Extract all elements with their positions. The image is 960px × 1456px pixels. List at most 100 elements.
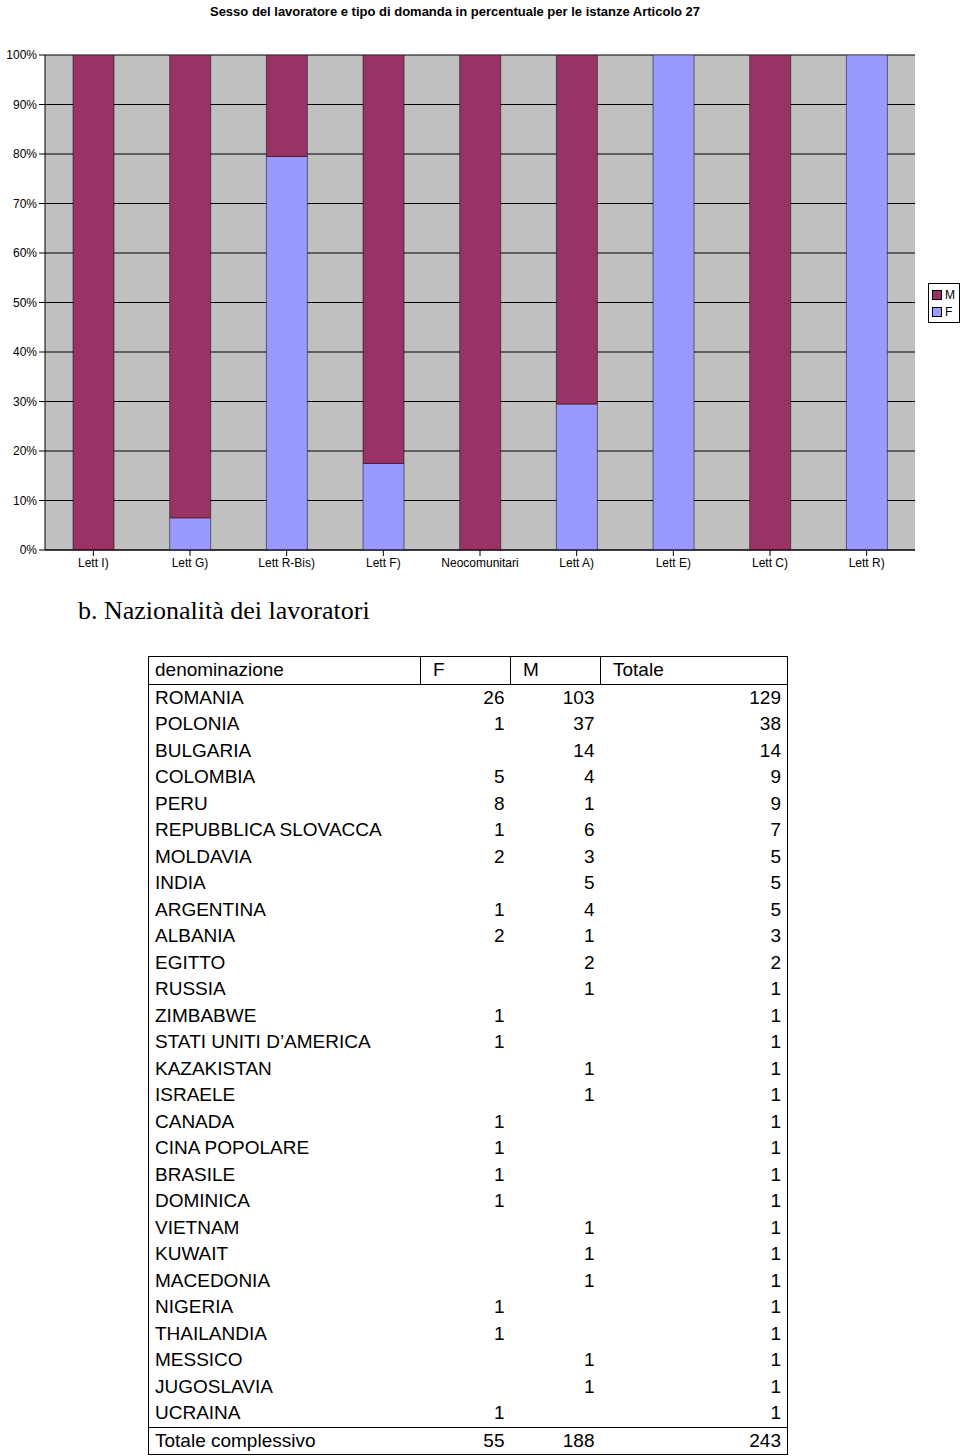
html-text:1: 1 xyxy=(493,898,505,920)
html-text:Totale complessivo: Totale complessivo xyxy=(155,1429,316,1451)
html-text:ISRAELE: ISRAELE xyxy=(155,1084,236,1105)
svg-text:Lett G): Lett G) xyxy=(172,556,209,570)
svg-text:0%: 0% xyxy=(20,543,38,557)
html-text:BRASILE: BRASILE xyxy=(155,1163,236,1185)
html-text:KUWAIT: KUWAIT xyxy=(155,1243,229,1264)
html-text:243: 243 xyxy=(749,1429,781,1451)
html-text:1: 1 xyxy=(583,978,595,999)
html-text:EGITTO: EGITTO xyxy=(155,951,226,973)
html-text:1: 1 xyxy=(493,713,505,734)
html-text:RUSSIA: RUSSIA xyxy=(155,978,226,999)
html-text:2: 2 xyxy=(583,951,595,973)
html-text:1: 1 xyxy=(493,1031,505,1052)
html-text:1: 1 xyxy=(493,1137,505,1158)
html-text:2: 2 xyxy=(493,845,505,867)
html-text:7: 7 xyxy=(770,819,781,840)
svg-text:30%: 30% xyxy=(13,395,37,409)
html-text:CINA POPOLARE: CINA POPOLARE xyxy=(155,1137,310,1158)
html-text:UCRAINA: UCRAINA xyxy=(155,1402,241,1423)
html-text:BULGARIA: BULGARIA xyxy=(155,739,252,761)
svg-text:Lett I): Lett I) xyxy=(78,556,109,570)
html-text:8: 8 xyxy=(493,792,505,814)
html-text:ARGENTINA: ARGENTINA xyxy=(155,898,266,920)
html-text:1: 1 xyxy=(583,1349,595,1370)
svg-text:Lett E): Lett E) xyxy=(656,556,691,570)
html-text:1: 1 xyxy=(583,1375,595,1397)
html-text:9: 9 xyxy=(770,792,781,814)
html-text:4: 4 xyxy=(583,766,595,787)
html-text:1: 1 xyxy=(583,1084,595,1105)
html-text:ZIMBABWE: ZIMBABWE xyxy=(155,1004,257,1026)
html-text:1: 1 xyxy=(583,1269,595,1291)
svg-text:Neocomunitari: Neocomunitari xyxy=(441,556,518,570)
html-text:9: 9 xyxy=(770,766,781,787)
html-text:2: 2 xyxy=(493,925,505,946)
svg-text:80%: 80% xyxy=(13,147,37,161)
html-text:26: 26 xyxy=(483,686,505,708)
html-text:38: 38 xyxy=(759,713,781,734)
svg-text:Lett R-Bis): Lett R-Bis) xyxy=(258,556,315,570)
html-text:14: 14 xyxy=(573,739,595,761)
html-text:1: 1 xyxy=(493,1110,505,1132)
html-text:b. Nazionalità dei lavoratori: b. Nazionalità dei lavoratori xyxy=(78,596,370,625)
html-text:POLONIA: POLONIA xyxy=(155,713,240,734)
html-text:1: 1 xyxy=(583,1216,595,1238)
svg-text:60%: 60% xyxy=(13,246,37,260)
html-text:6: 6 xyxy=(583,819,595,840)
svg-text:40%: 40% xyxy=(13,345,37,359)
html-text:REPUBBLICA SLOVACCA: REPUBBLICA SLOVACCA xyxy=(155,819,382,840)
svg-text:20%: 20% xyxy=(13,444,37,458)
svg-text:50%: 50% xyxy=(13,296,37,310)
svg-text:10%: 10% xyxy=(13,494,37,508)
html-text:MESSICO: MESSICO xyxy=(155,1349,243,1370)
html-text:5: 5 xyxy=(583,872,595,893)
html-text:MOLDAVIA: MOLDAVIA xyxy=(155,845,252,867)
html-text:NIGERIA: NIGERIA xyxy=(155,1296,234,1317)
html-text:129: 129 xyxy=(749,686,781,708)
html-text:KAZAKISTAN: KAZAKISTAN xyxy=(155,1057,272,1079)
html-text:denominazione: denominazione xyxy=(155,659,284,680)
svg-text:90%: 90% xyxy=(13,98,37,112)
html-text:37: 37 xyxy=(573,713,595,734)
html-text:ALBANIA: ALBANIA xyxy=(155,925,236,946)
html-text:Totale: Totale xyxy=(613,659,664,680)
html-text:1: 1 xyxy=(493,1322,505,1344)
html-text:1: 1 xyxy=(493,1190,505,1211)
svg-text:100%: 100% xyxy=(8,48,37,62)
html-text:14: 14 xyxy=(759,739,781,761)
html-text:4: 4 xyxy=(583,898,595,920)
html-text:1: 1 xyxy=(493,1004,505,1026)
html-text:Sesso del lavoratore e tipo di: Sesso del lavoratore e tipo di domanda i… xyxy=(210,4,700,19)
html-text:103: 103 xyxy=(562,686,595,708)
html-text:55: 55 xyxy=(483,1429,505,1451)
html-text:THAILANDIA: THAILANDIA xyxy=(155,1322,267,1344)
html-text:PERU: PERU xyxy=(155,792,208,814)
html-text:INDIA: INDIA xyxy=(155,872,206,893)
svg-text:Lett A): Lett A) xyxy=(559,556,594,570)
html-text:1: 1 xyxy=(493,819,505,840)
html-text:1: 1 xyxy=(583,1243,595,1264)
html-text:STATI UNITI D’AMERICA: STATI UNITI D’AMERICA xyxy=(155,1031,371,1052)
html-text:ROMANIA: ROMANIA xyxy=(155,686,244,708)
html-text:1: 1 xyxy=(583,1057,595,1079)
html-text:1: 1 xyxy=(583,792,595,814)
html-text:3: 3 xyxy=(583,845,595,867)
html-text:DOMINICA: DOMINICA xyxy=(155,1190,250,1211)
svg-text:70%: 70% xyxy=(13,197,37,211)
html-text:M: M xyxy=(523,659,539,680)
html-text:F: F xyxy=(433,659,445,680)
html-text:5: 5 xyxy=(493,766,505,787)
html-text:1: 1 xyxy=(493,1402,505,1423)
html-text:1: 1 xyxy=(493,1163,505,1185)
html-text:CANADA: CANADA xyxy=(155,1110,235,1132)
svg-text:Lett F): Lett F) xyxy=(366,556,401,570)
svg-text:Lett C): Lett C) xyxy=(752,556,788,570)
svg-text:Lett R): Lett R) xyxy=(849,556,885,570)
html-text:1: 1 xyxy=(583,925,595,946)
html-text:JUGOSLAVIA: JUGOSLAVIA xyxy=(155,1375,273,1397)
html-text:VIETNAM: VIETNAM xyxy=(155,1216,240,1238)
html-text:188: 188 xyxy=(562,1429,595,1451)
html-text:MACEDONIA: MACEDONIA xyxy=(155,1269,271,1291)
html-text:COLOMBIA: COLOMBIA xyxy=(155,766,256,787)
html-text:1: 1 xyxy=(493,1296,505,1317)
